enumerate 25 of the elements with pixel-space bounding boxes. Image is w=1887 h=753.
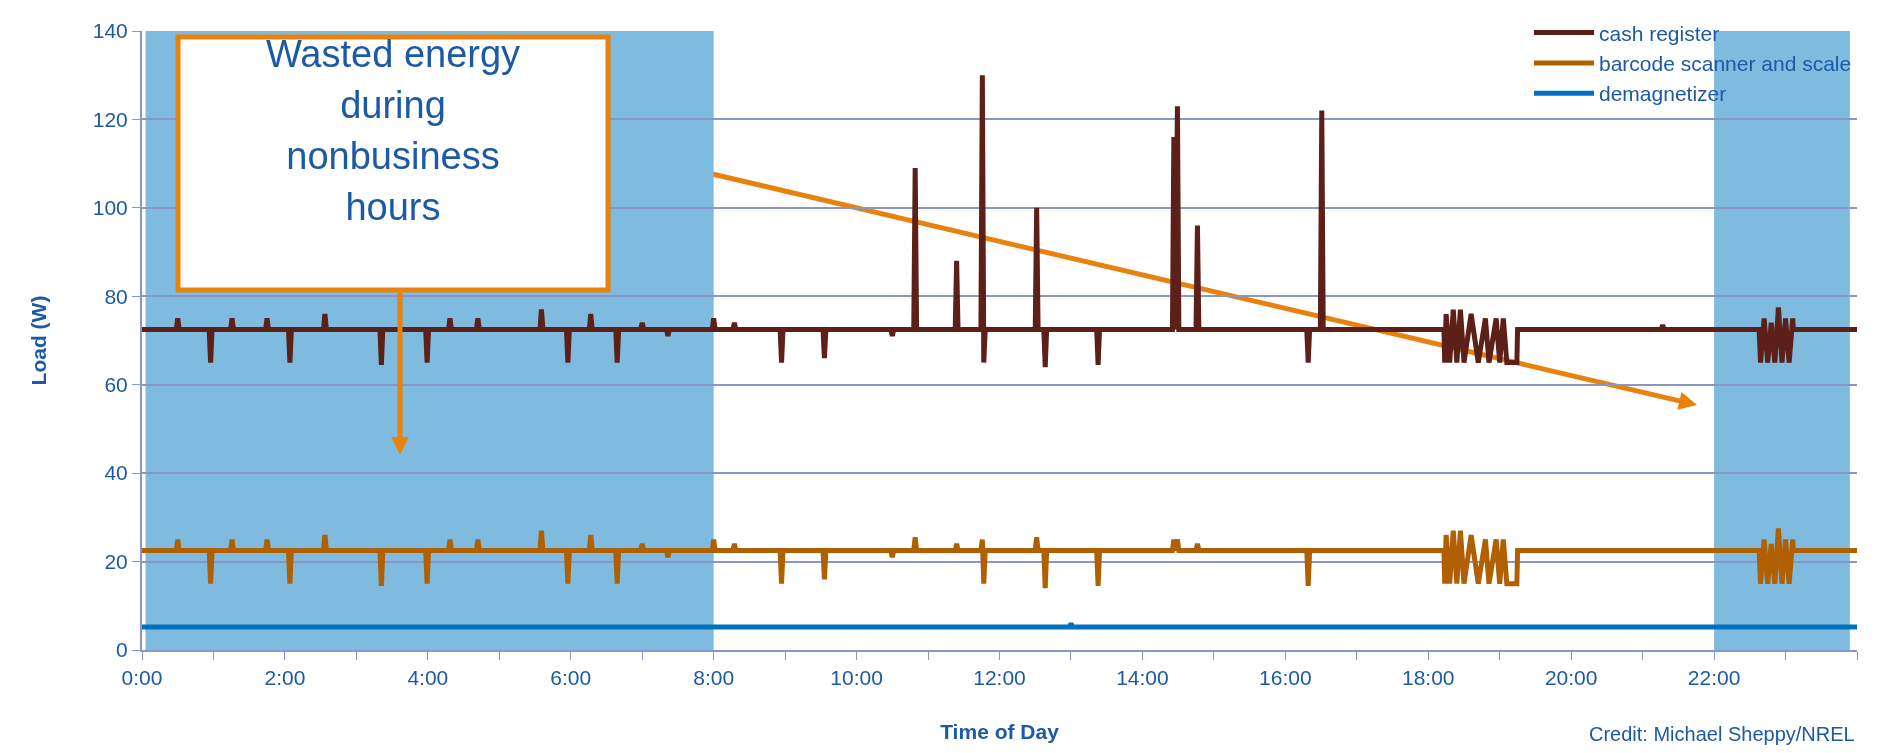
x-tick-label: 2:00 xyxy=(264,666,306,690)
y-axis-title: Load (W) xyxy=(27,295,51,386)
y-tick-label: 0 xyxy=(116,638,128,662)
x-tick-label: 12:00 xyxy=(973,666,1026,690)
x-tick-label: 20:00 xyxy=(1544,666,1598,690)
x-tick-label: 8:00 xyxy=(693,666,735,690)
y-tick-label: 20 xyxy=(104,549,128,573)
x-tick-label: 22:00 xyxy=(1687,666,1741,690)
y-tick-label: 120 xyxy=(92,107,128,131)
y-tick-label: 60 xyxy=(104,373,128,397)
annotation: Wasted energy during nonbusiness hours xyxy=(265,33,521,228)
x-tick-label: 6:00 xyxy=(550,666,592,690)
x-tick-label: 14:00 xyxy=(1116,666,1169,690)
x-tick-label: 18:00 xyxy=(1401,666,1455,690)
y-tick-label: 140 xyxy=(92,19,128,43)
y-tick-label: 100 xyxy=(92,196,128,220)
text: Credit: Michael Sheppy/NREL xyxy=(1589,723,1855,745)
legend-label: cash register xyxy=(1599,21,1720,45)
y-tick-label: 40 xyxy=(104,461,128,485)
x-tick-label: 16:00 xyxy=(1259,666,1312,690)
y-tick-label: 80 xyxy=(104,284,128,308)
x-tick-label: 10:00 xyxy=(830,666,883,690)
x-tick-label: 4:00 xyxy=(407,666,449,690)
x-tick-label: 0:00 xyxy=(121,666,163,690)
x-axis-title: Time of Day xyxy=(940,719,1060,743)
